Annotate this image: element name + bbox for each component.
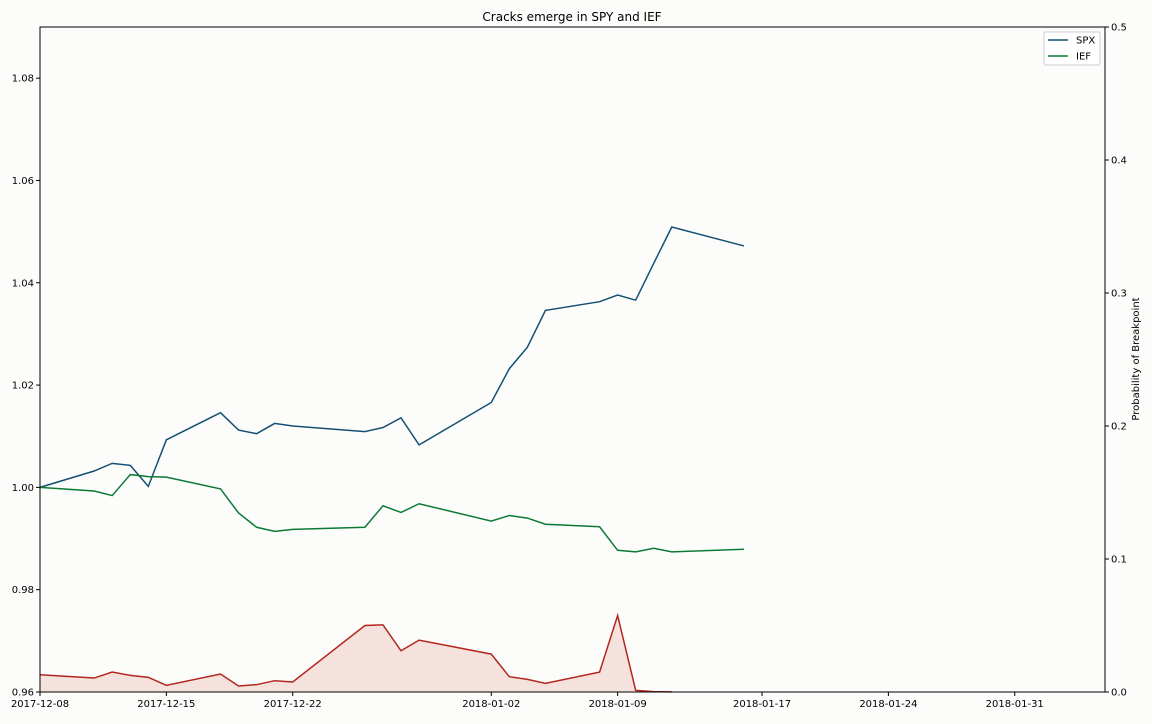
y2-tick-label: 0.1 xyxy=(1111,555,1127,566)
x-tick-label: 2018-01-31 xyxy=(986,699,1044,710)
y2-tick-label: 0.4 xyxy=(1111,156,1127,167)
y2-tick-label: 0.3 xyxy=(1111,289,1127,300)
chart-title: Cracks emerge in SPY and IEF xyxy=(482,10,661,24)
x-tick-label: 2018-01-02 xyxy=(462,699,520,710)
y2-tick-label: 0.2 xyxy=(1111,422,1127,433)
y2-axis-label: Probability of Breakpoint xyxy=(1131,297,1142,420)
series-line-spx xyxy=(39,226,745,489)
plot-background xyxy=(40,27,1105,692)
x-tick-label: 2018-01-17 xyxy=(733,699,791,710)
probability-line xyxy=(39,612,672,693)
legend-label-spx: SPX xyxy=(1076,36,1095,47)
probability-area xyxy=(40,615,672,692)
x-tick-label: 2017-12-15 xyxy=(137,699,195,710)
x-tick-label: 2018-01-09 xyxy=(589,699,647,710)
y-tick-label: 1.02 xyxy=(12,381,34,392)
legend-label-ief: IEF xyxy=(1076,52,1091,63)
y-tick-label: 1.06 xyxy=(12,176,34,187)
series-line-ief xyxy=(39,473,745,553)
x-tick-label: 2017-12-08 xyxy=(11,699,69,710)
y-tick-label: 0.96 xyxy=(12,688,34,699)
x-tick-label: 2017-12-22 xyxy=(264,699,322,710)
y2-tick-label: 0.5 xyxy=(1111,23,1127,34)
plot-frame xyxy=(39,26,1106,693)
y-tick-label: 1.00 xyxy=(12,483,34,494)
y2-tick-label: 0.0 xyxy=(1111,688,1127,699)
plot-area: 2017-12-08 2017-12-15 2017-12-22 2018-01-02… xyxy=(11,23,1127,711)
y-tick-label: 0.98 xyxy=(12,585,34,596)
x-tick-label: 2018-01-24 xyxy=(859,699,917,710)
y-tick-label: 1.08 xyxy=(12,74,34,85)
y-tick-label: 1.04 xyxy=(12,278,34,289)
